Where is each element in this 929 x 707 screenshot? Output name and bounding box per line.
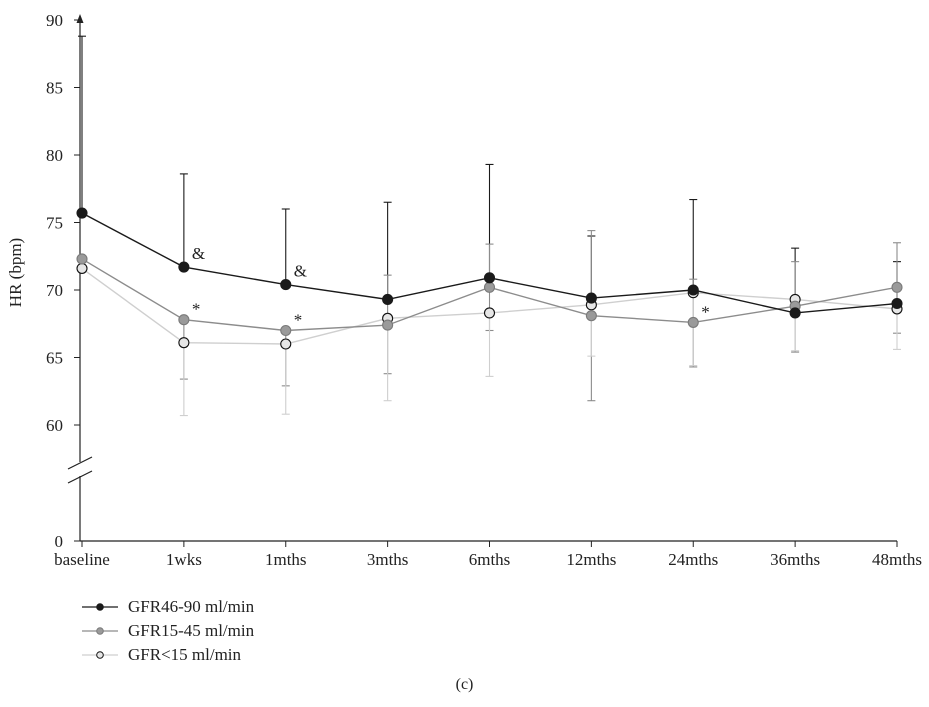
data-point-series-0: [76, 207, 88, 219]
y-tick-label: 60: [46, 416, 63, 435]
x-tick-label: 6mths: [469, 550, 511, 569]
data-point-series-2: [178, 337, 190, 349]
data-point-series-0: [280, 279, 292, 291]
annotation-label: &: [294, 262, 307, 281]
annotation-label: &: [192, 244, 205, 263]
annotation-label: *: [701, 302, 710, 321]
data-point-series-0: [891, 297, 903, 310]
y-tick-label: 80: [46, 146, 63, 165]
y-tick-label: 0: [55, 532, 64, 551]
panel-label: (c): [455, 676, 474, 693]
legend-label-gfr15-45: GFR15-45 ml/min: [128, 621, 255, 640]
y-tick-label: 65: [46, 349, 63, 368]
x-tick-label: 1mths: [265, 550, 307, 569]
data-point-series-1: [687, 316, 699, 328]
y-axis-label: HR (bpm): [6, 238, 25, 307]
data-point-series-0: [178, 261, 190, 273]
data-point-series-1: [178, 314, 190, 326]
data-point-series-0: [789, 307, 801, 319]
legend-marker-gfr46-90: [82, 603, 118, 611]
x-tick-label: 1wks: [166, 550, 202, 569]
legend-item-gfr46-90: GFR46-90 ml/min: [80, 595, 254, 619]
data-point-series-1: [280, 324, 292, 337]
data-point-series-0: [687, 284, 699, 296]
annotation-label: *: [192, 300, 201, 319]
x-tick-label: 3mths: [367, 550, 409, 569]
y-tick-label: 85: [46, 79, 63, 98]
y-tick-label: 90: [46, 11, 63, 30]
legend-marker-gfr15-45: [82, 627, 118, 635]
legend-label-gfr-lt15: GFR<15 ml/min: [128, 645, 242, 664]
x-tick-label: 36mths: [770, 550, 820, 569]
legend-item-gfr-lt15: GFR<15 ml/min: [80, 643, 254, 667]
data-point-series-2: [483, 307, 496, 319]
x-tick-label: 48mths: [872, 550, 922, 569]
annotation-label: *: [294, 311, 303, 330]
y-tick-label: 70: [46, 281, 63, 300]
x-tick-label: 12mths: [566, 550, 616, 569]
data-point-series-1: [382, 319, 394, 331]
y-axis-arrow: [76, 14, 84, 23]
data-point-series-1: [76, 253, 88, 265]
data-point-series-2: [76, 262, 88, 274]
x-tick-label: 24mths: [668, 550, 718, 569]
x-tick-label: baseline: [54, 550, 110, 569]
hr-line-chart: 0 60 65 70 75 80 85 90 baseline 1wks 1mths 3mths 6mt…: [6, 11, 922, 569]
legend-item-gfr15-45: GFR15-45 ml/min: [80, 619, 254, 643]
axis-break-mark-upper: [67, 456, 93, 470]
legend: GFR46-90 ml/min GFR15-45 ml/min GFR<15 m…: [80, 595, 254, 667]
data-point-series-0: [382, 293, 394, 306]
axis-break-mark-lower: [67, 470, 93, 484]
data-point-series-1: [891, 281, 903, 293]
legend-label-gfr46-90: GFR46-90 ml/min: [128, 597, 255, 616]
data-point-series-2: [280, 338, 292, 350]
data-point-series-0: [483, 272, 496, 284]
data-point-series-1: [483, 281, 496, 293]
legend-marker-gfr-lt15: [82, 651, 118, 659]
y-tick-label: 75: [46, 214, 63, 233]
data-point-series-1: [585, 310, 597, 322]
chart-body: 0 60 65 70 75 80 85 90 baseline 1wks 1mths 3mths 6mt…: [6, 11, 922, 569]
data-point-series-0: [585, 292, 597, 304]
